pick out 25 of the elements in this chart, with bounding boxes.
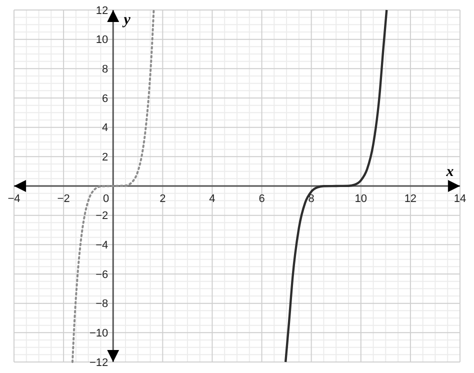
y-axis-title: y xyxy=(122,12,131,28)
x-tick-label: 4 xyxy=(209,193,216,205)
y-tick-label: −2 xyxy=(96,210,108,222)
y-tick-label: 8 xyxy=(102,64,108,76)
x-tick-label: 8 xyxy=(308,193,314,205)
y-tick-label: 6 xyxy=(102,92,108,105)
x-tick-label: 10 xyxy=(354,193,368,205)
y-tick-label: −10 xyxy=(89,328,108,340)
y-tick-label: 12 xyxy=(96,4,108,17)
x-axis-title: x xyxy=(445,164,454,180)
x-tick-label: 0 xyxy=(103,193,110,205)
line-series xyxy=(284,8,388,364)
x-tick-label: 12 xyxy=(404,193,417,205)
x-tick-label: 14 xyxy=(454,193,466,205)
y-tick-label: −6 xyxy=(96,268,108,281)
y-tick-label: −12 xyxy=(89,356,108,369)
y-tick-label: 4 xyxy=(102,122,108,134)
y-tick-label: −8 xyxy=(96,298,108,310)
x-tick-label: −4 xyxy=(8,193,20,205)
y-tick-label: 2 xyxy=(102,152,108,164)
y-tick-label: −4 xyxy=(96,240,108,252)
x-tick-label: 6 xyxy=(258,193,265,205)
x-tick-label: −2 xyxy=(57,193,70,205)
y-tick-label: 10 xyxy=(96,34,108,46)
x-tick-label: 2 xyxy=(160,193,166,205)
